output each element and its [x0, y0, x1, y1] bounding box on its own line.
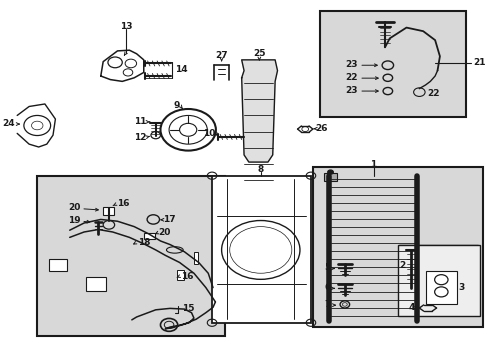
Text: 5: 5	[324, 264, 330, 273]
Text: 26: 26	[315, 123, 327, 132]
Text: 23: 23	[345, 60, 357, 69]
Text: 27: 27	[215, 51, 227, 60]
Text: 7: 7	[324, 300, 330, 309]
Text: 20: 20	[68, 203, 80, 212]
Text: 4: 4	[407, 303, 414, 312]
Circle shape	[327, 170, 333, 174]
Text: 22: 22	[426, 89, 439, 98]
Text: 3: 3	[457, 283, 463, 292]
Text: 16: 16	[116, 199, 129, 208]
Bar	[398, 245, 479, 316]
Text: 16: 16	[181, 271, 193, 280]
Text: 19: 19	[67, 216, 80, 225]
Bar	[49, 259, 67, 271]
Text: 14: 14	[174, 65, 187, 74]
Text: 11: 11	[133, 117, 146, 126]
Text: 15: 15	[182, 304, 194, 313]
Text: 6: 6	[324, 283, 330, 292]
Text: 22: 22	[345, 73, 357, 82]
Bar	[37, 176, 224, 336]
Bar	[324, 173, 337, 181]
Polygon shape	[241, 60, 277, 162]
Text: 17: 17	[163, 215, 175, 224]
Text: 10: 10	[203, 129, 215, 138]
Text: 23: 23	[345, 86, 357, 95]
Bar	[320, 12, 465, 117]
Bar	[194, 252, 197, 264]
Text: 24: 24	[2, 119, 15, 128]
Bar	[399, 244, 477, 315]
Bar	[143, 233, 154, 239]
Text: 8: 8	[257, 166, 264, 175]
Text: 1: 1	[369, 160, 376, 169]
Text: 18: 18	[137, 238, 150, 247]
Text: 12: 12	[133, 133, 146, 142]
Text: 21: 21	[472, 58, 485, 67]
Bar	[313, 167, 482, 327]
Bar	[103, 207, 113, 215]
Text: 9: 9	[173, 101, 179, 110]
Bar	[177, 270, 184, 280]
Bar	[425, 271, 456, 304]
Bar	[86, 277, 105, 291]
Text: 2: 2	[398, 261, 405, 270]
Text: 13: 13	[120, 22, 132, 31]
Bar	[212, 176, 310, 323]
Text: 20: 20	[158, 228, 170, 237]
Text: 25: 25	[253, 49, 265, 58]
